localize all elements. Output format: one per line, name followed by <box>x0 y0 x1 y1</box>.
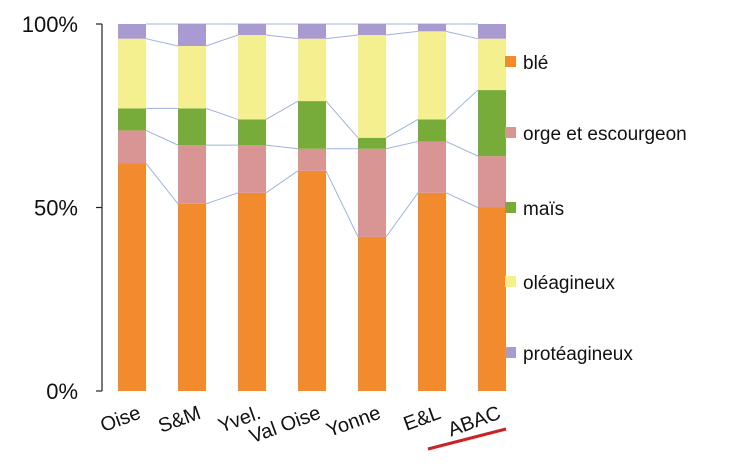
legend-label-2: orge et escourgeon <box>523 124 687 145</box>
connector-line-4-4 <box>325 34 359 40</box>
bar-segment-2-7 <box>478 156 506 208</box>
connector-line-4-6 <box>445 30 479 40</box>
connector-line-4-2 <box>205 34 239 47</box>
bar-segment-3-7 <box>478 90 506 157</box>
y-axis-ticks: 0% 50% 100% <box>22 12 102 404</box>
bar-segment-4-4 <box>298 38 326 102</box>
bar-segment-3-2 <box>178 108 206 146</box>
connector-line-3-6 <box>445 89 479 120</box>
legend-swatch-1 <box>505 56 516 67</box>
x-tick-label-1: Oise <box>98 402 144 437</box>
connector-line-2-5 <box>385 140 419 150</box>
bar-segment-1-3 <box>238 192 266 391</box>
connector-line-4-5 <box>385 30 419 36</box>
x-tick-label-5: Yonne <box>324 402 384 442</box>
bar-segment-2-3 <box>238 145 266 193</box>
legend-label-3: maïs <box>523 199 564 220</box>
legend-swatch-4 <box>505 276 516 287</box>
y-tick-label-3: 100% <box>22 12 78 37</box>
bar-segment-2-5 <box>358 148 386 237</box>
bar-segment-5-5 <box>358 24 386 36</box>
bar-segment-5-6 <box>418 24 446 32</box>
bar-segment-5-2 <box>178 24 206 47</box>
connector-line-1-1 <box>145 163 179 205</box>
y-tick-label-2: 50% <box>34 196 78 221</box>
bar-segment-1-7 <box>478 207 506 391</box>
legend-label-1: blé <box>523 53 548 74</box>
bar-segment-5-3 <box>238 24 266 36</box>
connector-line-2-1 <box>145 129 179 146</box>
connector-line-4-3 <box>265 34 299 40</box>
connector-line-3-3 <box>265 100 299 120</box>
bar-segment-4-1 <box>118 38 146 109</box>
connector-line-3-5 <box>385 118 419 139</box>
legend-swatch-3 <box>505 202 516 213</box>
bar-segment-3-6 <box>418 119 446 142</box>
bar-segment-3-5 <box>358 137 386 149</box>
connector-line-1-5 <box>385 192 419 238</box>
bar-segment-4-5 <box>358 35 386 138</box>
connector-line-1-6 <box>445 192 479 208</box>
connector-line-1-3 <box>265 170 299 194</box>
x-tick-label-7: ABAC <box>445 402 504 441</box>
x-axis-ticks: Oise S&M Yvel.Val Oise Yonne E&L ABAC <box>98 402 504 448</box>
bar-segment-5-7 <box>478 24 506 39</box>
bar-segment-4-6 <box>418 31 446 120</box>
bar-segment-1-1 <box>118 163 146 391</box>
connector-line-2-3 <box>265 144 299 150</box>
connector-line-2-6 <box>445 140 479 157</box>
bar-segment-1-6 <box>418 192 446 391</box>
bar-segment-2-6 <box>418 141 446 193</box>
bar-segment-5-1 <box>118 24 146 39</box>
bar-segment-1-4 <box>298 170 326 391</box>
bar-segment-1-2 <box>178 203 206 391</box>
bar-segment-3-3 <box>238 119 266 146</box>
bar-segment-2-4 <box>298 148 326 171</box>
legend-swatch-5 <box>505 347 516 358</box>
connector-line-3-4 <box>325 100 359 139</box>
bar-segment-4-3 <box>238 35 266 120</box>
bar-segment-4-7 <box>478 38 506 91</box>
connector-line-1-2 <box>205 192 239 205</box>
bars-group <box>118 24 506 391</box>
bar-segment-3-1 <box>118 108 146 131</box>
bar-segment-1-5 <box>358 236 386 391</box>
x-tick-label-2: S&M <box>155 402 203 437</box>
x-tick-label-6: E&L <box>401 402 444 436</box>
bar-segment-2-1 <box>118 130 146 164</box>
legend-swatch-2 <box>505 127 516 138</box>
legend: blé orge et escourgeon maïs oléagineux proté… <box>505 53 687 365</box>
legend-label-4: oléagineux <box>523 273 615 294</box>
y-tick-label-1: 0% <box>46 379 78 404</box>
connector-line-4-1 <box>145 38 179 47</box>
legend-label-5: protéagineux <box>523 344 633 365</box>
bar-segment-4-2 <box>178 46 206 109</box>
connector-line-3-2 <box>205 107 239 120</box>
bar-segment-2-2 <box>178 145 206 204</box>
bar-segment-3-4 <box>298 101 326 149</box>
bar-segment-5-4 <box>298 24 326 39</box>
abac-underline-mark <box>427 427 507 451</box>
connector-line-1-4 <box>325 170 359 238</box>
